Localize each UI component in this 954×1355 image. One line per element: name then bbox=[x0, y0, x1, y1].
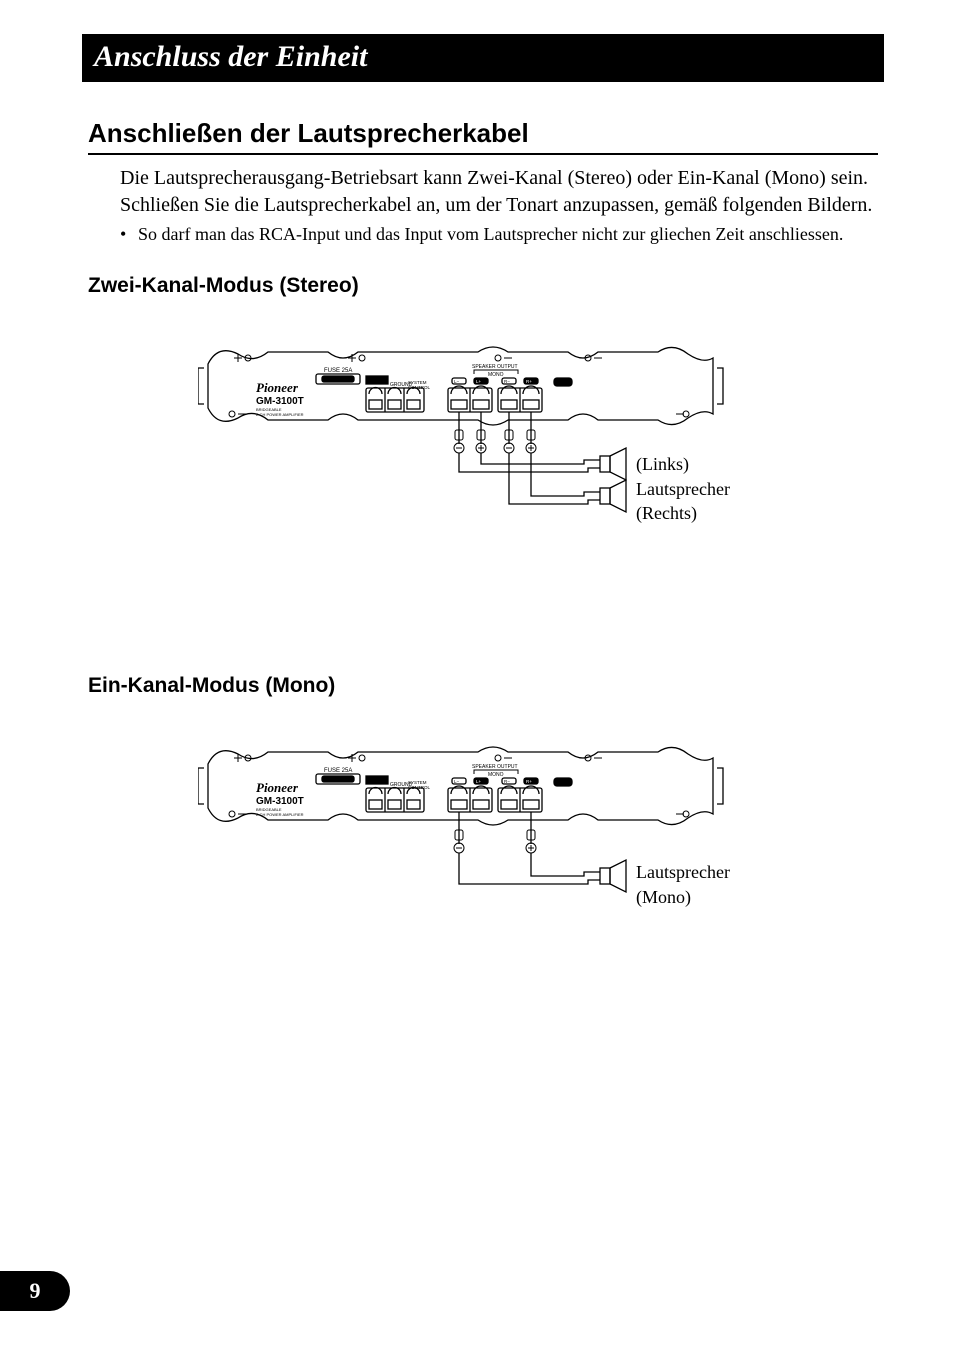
amp-power-label: POWER bbox=[368, 770, 387, 776]
stereo-label-left: (Links) bbox=[636, 452, 730, 476]
bullet-dot: • bbox=[120, 223, 138, 246]
mono-heading: Ein-Kanal-Modus (Mono) bbox=[88, 674, 878, 698]
amp-fuse-label: FUSE 25A bbox=[324, 368, 352, 374]
amp-l-minus: L− bbox=[454, 779, 460, 784]
amp-r-plus: R+ bbox=[526, 379, 532, 384]
amp-fuse-label: FUSE 25A bbox=[324, 768, 352, 774]
mono-diagram: FUSE 25A POWER GROUND SYSTEM CONTROL SPE… bbox=[198, 734, 798, 954]
bullet-text: So darf man das RCA-Input und das Input … bbox=[138, 223, 843, 246]
amp-brand: Pioneer bbox=[256, 380, 299, 395]
stereo-diagram: FUSE 25A POWER GROUND SYSTEM CONTROL SPE… bbox=[198, 334, 798, 574]
amp-model: GM-3100T bbox=[256, 396, 304, 407]
stereo-speaker-labels: (Links) Lautsprecher (Rechts) bbox=[636, 452, 730, 525]
page-number: 9 bbox=[30, 1278, 41, 1304]
page: Anschluss der Einheit Anschließen der La… bbox=[0, 0, 954, 1355]
section-heading: Anschließen der Lautsprecherkabel bbox=[88, 118, 878, 155]
amp-mono-label: MONO bbox=[488, 372, 504, 378]
title-bar-text: Anschluss der Einheit bbox=[94, 40, 367, 73]
bullet-row: • So darf man das RCA-Input und das Inpu… bbox=[120, 223, 878, 246]
stereo-heading: Zwei-Kanal-Modus (Stereo) bbox=[88, 274, 878, 298]
amp-brand: Pioneer bbox=[256, 780, 299, 795]
amp-l-plus: L+ bbox=[476, 379, 482, 384]
amp-mono-label: MONO bbox=[488, 772, 504, 778]
amp-speaker-output-label: SPEAKER OUTPUT bbox=[472, 764, 518, 770]
amp-system-label2: CONTROL bbox=[408, 385, 430, 390]
mono-label-speaker: Lautsprecher bbox=[636, 860, 730, 884]
amp-l-minus: L− bbox=[454, 379, 460, 384]
mono-diagram-svg: FUSE 25A POWER GROUND SYSTEM CONTROL SPE… bbox=[198, 734, 798, 954]
stereo-label-right: (Rechts) bbox=[636, 501, 730, 525]
page-number-tab: 9 bbox=[0, 1271, 70, 1311]
mono-label-mono: (Mono) bbox=[636, 885, 730, 909]
amp-speaker-output-label: SPEAKER OUTPUT bbox=[472, 364, 518, 370]
amp-r-minus: R− bbox=[504, 379, 510, 384]
stereo-label-speaker: Lautsprecher bbox=[636, 477, 730, 501]
amp-r-minus: R− bbox=[504, 779, 510, 784]
amp-subtext2: 2-CH POWER AMPLIFIER bbox=[256, 412, 304, 417]
amp-model: GM-3100T bbox=[256, 796, 304, 807]
section-heading-text: Anschließen der Lautsprecherkabel bbox=[88, 118, 529, 148]
amp-subtext2: 2-CH POWER AMPLIFIER bbox=[256, 812, 304, 817]
amp-system-label2: CONTROL bbox=[408, 785, 430, 790]
intro-paragraph: Die Lautsprecherausgang-Betriebsart kann… bbox=[120, 165, 878, 219]
amp-l-plus: L+ bbox=[476, 779, 482, 784]
title-bar: Anschluss der Einheit bbox=[82, 34, 884, 82]
mono-speaker-labels: Lautsprecher (Mono) bbox=[636, 860, 730, 909]
amp-r-plus: R+ bbox=[526, 779, 532, 784]
amp-power-label: POWER bbox=[368, 370, 387, 376]
